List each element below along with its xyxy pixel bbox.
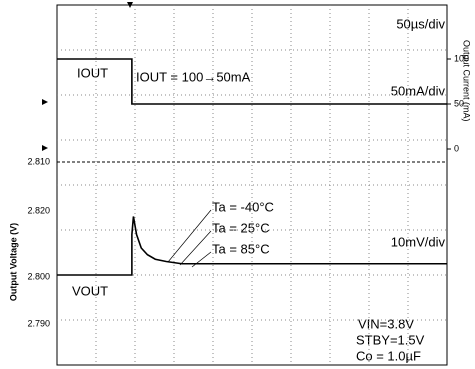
annotation: VIN=3.8V bbox=[358, 316, 414, 331]
annotation: IOUT = 100→50mA bbox=[136, 69, 251, 84]
leader-line bbox=[191, 251, 212, 268]
annotation: Ta = -40°C bbox=[212, 199, 274, 214]
voltage-scale: 10mV/div bbox=[391, 234, 446, 249]
y2-tick-label: 50 bbox=[454, 98, 464, 108]
annotation: Ta = 25°C bbox=[212, 220, 270, 235]
y-tick-label: 2.810 bbox=[27, 156, 50, 166]
trigger-marker bbox=[127, 2, 133, 8]
iout-label: IOUT bbox=[77, 65, 108, 80]
y-tick-label: 2.790 bbox=[27, 318, 50, 328]
vout-label: VOUT bbox=[72, 283, 108, 298]
y2-tick-label: 0 bbox=[454, 143, 459, 153]
level-marker bbox=[42, 145, 48, 151]
y-tick-label: 2.800 bbox=[27, 271, 50, 281]
time-scale: 50µs/div bbox=[396, 16, 445, 31]
annotation: STBY=1.5V bbox=[356, 332, 425, 347]
leader-line bbox=[179, 230, 212, 266]
y-tick-label: 2.820 bbox=[27, 205, 50, 215]
annotation: Co = 1.0µF bbox=[356, 348, 421, 363]
trace bbox=[57, 58, 447, 105]
trace bbox=[57, 216, 447, 276]
y-axis-label: Output Voltage (V) bbox=[8, 223, 18, 301]
annotation: Ta = 85°C bbox=[212, 241, 270, 256]
level-marker bbox=[42, 99, 48, 105]
y2-axis-label: Output Current (mA) bbox=[462, 40, 472, 122]
y2-tick-label: 100 bbox=[454, 53, 469, 63]
current-scale: 50mA/div bbox=[391, 83, 446, 98]
leader-line bbox=[167, 209, 212, 263]
